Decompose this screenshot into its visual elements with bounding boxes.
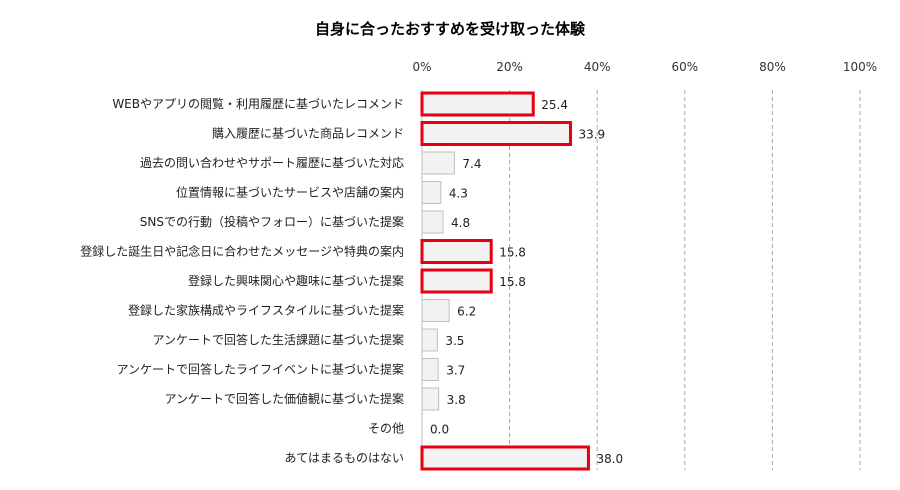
data-label: 4.8 xyxy=(451,216,470,230)
bar xyxy=(421,181,442,204)
category-label: 購入履歴に基づいた商品レコメンド xyxy=(212,126,404,141)
bar xyxy=(420,445,590,471)
x-tick-label: 40% xyxy=(584,60,611,74)
x-tick-labels: 0% 20% 40% 60% 80% 100% xyxy=(412,60,877,74)
data-label: 15.8 xyxy=(499,275,526,289)
category-label: アンケートで回答した価値観に基づいた提案 xyxy=(164,391,404,406)
bar xyxy=(420,91,535,117)
x-tick-label: 100% xyxy=(843,60,877,74)
category-label: SNSでの行動（投稿やフォロー）に基づいた提案 xyxy=(140,214,404,229)
bar xyxy=(420,121,572,146)
category-label: 登録した誕生日や記念日に合わせたメッセージや特典の案内 xyxy=(80,244,404,259)
category-labels: WEBやアプリの閲覧・利用履歴に基づいたレコメンド購入履歴に基づいた商品レコメン… xyxy=(80,97,404,465)
chart-title: 自身に合ったおすすめを受け取った体験 xyxy=(315,20,586,38)
data-label: 6.2 xyxy=(457,305,476,319)
data-label: 25.4 xyxy=(541,98,568,112)
category-label: あてはまるものはない xyxy=(284,451,404,465)
data-label: 3.5 xyxy=(445,334,464,348)
value-labels: 25.4 33.9 7.4 4.3 4.8 15.8 15.8 6.2 3.5 3.7 3.8 0.0… xyxy=(430,98,623,466)
category-label: その他 xyxy=(368,422,404,436)
category-label: アンケートで回答したライフイベントに基づいた提案 xyxy=(116,362,404,377)
x-tick-label: 20% xyxy=(496,60,523,74)
bar xyxy=(420,239,493,264)
category-label: アンケートで回答した生活課題に基づいた提案 xyxy=(152,332,404,347)
category-label: 位置情報に基づいたサービスや店舗の案内 xyxy=(176,185,404,200)
category-label: 過去の問い合わせやサポート履歴に基づいた対応 xyxy=(140,155,404,170)
bar xyxy=(421,210,444,234)
x-tick-label: 60% xyxy=(671,60,698,74)
data-label: 7.4 xyxy=(462,157,481,171)
bars xyxy=(420,91,590,471)
bar xyxy=(421,387,440,411)
category-label: 登録した興味関心や趣味に基づいた提案 xyxy=(188,273,404,288)
category-label: WEBやアプリの閲覧・利用履歴に基づいたレコメンド xyxy=(112,97,404,111)
data-label: 3.7 xyxy=(446,364,465,378)
bar xyxy=(421,358,439,381)
bar xyxy=(421,299,450,322)
data-label: 33.9 xyxy=(578,128,605,142)
bar xyxy=(421,328,438,352)
data-label: 15.8 xyxy=(499,246,526,260)
x-tick-label: 80% xyxy=(759,60,786,74)
data-label: 38.0 xyxy=(596,452,623,466)
data-label: 0.0 xyxy=(430,423,449,437)
x-tick-label: 0% xyxy=(412,60,431,74)
bar xyxy=(420,268,493,294)
data-label: 4.3 xyxy=(449,187,468,201)
bar xyxy=(421,151,455,175)
data-label: 3.8 xyxy=(447,393,466,407)
category-label: 登録した家族構成やライフスタイルに基づいた提案 xyxy=(128,303,404,318)
